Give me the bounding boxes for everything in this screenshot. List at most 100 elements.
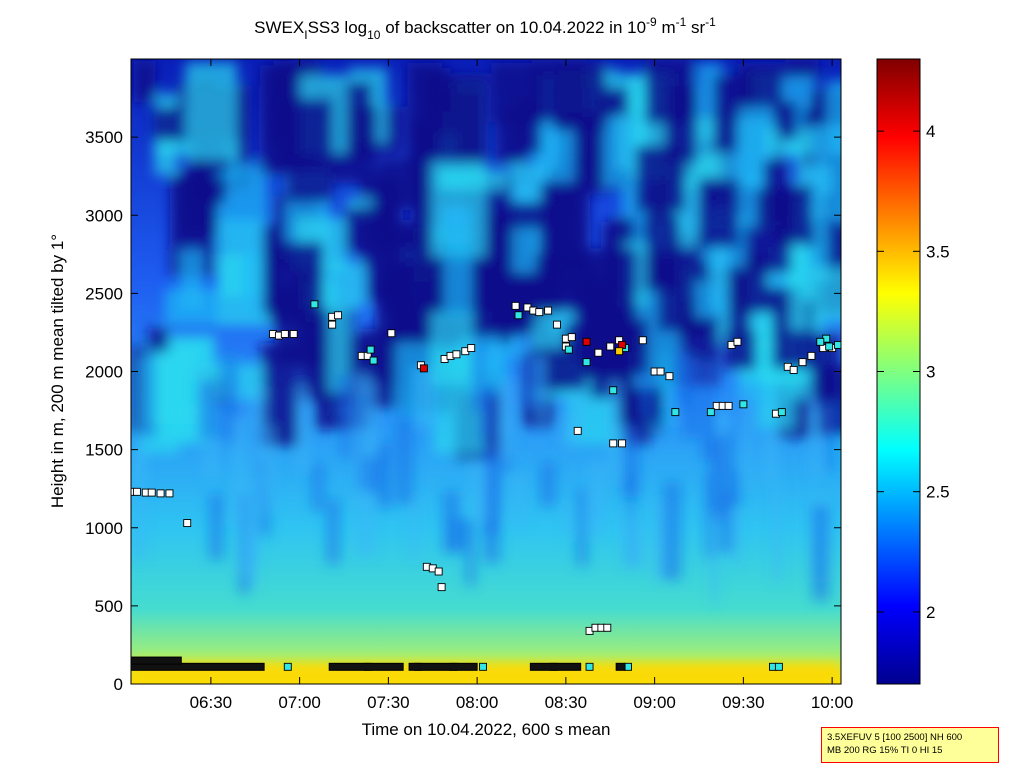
heatmap-streak [724, 470, 741, 506]
marker-white [807, 351, 816, 360]
heatmap-patch [185, 61, 238, 161]
marker-white [156, 489, 165, 498]
marker-white [638, 336, 647, 345]
plot-area [131, 59, 841, 684]
y-axis: 0 500 1000 1500 2000 2500 3000 3500 [85, 128, 841, 694]
heatmap-patch [829, 207, 841, 304]
heatmap-streak [365, 456, 381, 493]
heatmap-streak [828, 403, 837, 472]
marker-white [789, 365, 798, 374]
heatmap-streak [744, 381, 753, 488]
heatmap-patch [789, 243, 809, 331]
y-tick-label: 2000 [85, 363, 123, 382]
y-tick-label: 1500 [85, 441, 123, 460]
chart-title: SWEXISS3 log10 of backscatter on 10.04.2… [254, 15, 716, 42]
heatmap-patch [784, 59, 819, 82]
heatmap-patch [456, 90, 482, 162]
heatmap-streak [326, 498, 340, 565]
y-tick-label: 3000 [85, 206, 123, 225]
heatmap-patch [778, 100, 798, 140]
heatmap-streak [812, 505, 830, 601]
marker-cyan [585, 662, 594, 671]
x-tick-label: 07:30 [367, 693, 410, 712]
heatmap-patch [817, 364, 841, 436]
ground-layer [131, 662, 841, 684]
heatmap-streak [682, 358, 700, 438]
heatmap-patch [511, 186, 537, 274]
colorbar-tick-label: 3 [926, 363, 935, 382]
heatmap-patch [375, 185, 402, 231]
marker-cyan [582, 358, 591, 367]
colorbar-ticks: 2 2.5 3 3.5 4 [877, 122, 950, 622]
marker-cyan [479, 662, 487, 671]
parameter-line-2: MB 200 RG 15% TI 0 HI 15 [827, 745, 943, 756]
parameter-box: 3.5XEFUV 5 [100 2500] NH 600 MB 200 RG 1… [821, 727, 999, 763]
colorbar-tick-label: 2.5 [926, 483, 950, 502]
heatmap-streak [623, 509, 633, 565]
heatmap-streak [609, 380, 622, 481]
marker-white [567, 333, 576, 342]
x-tick-label: 09:30 [722, 693, 765, 712]
heatmap-patch [133, 60, 156, 103]
heatmap-streak [395, 410, 413, 505]
marker-white [280, 330, 289, 338]
heatmap-streak [565, 504, 573, 538]
heatmap-streak [499, 379, 515, 460]
marker-white [334, 311, 343, 320]
marker-white [467, 344, 476, 353]
x-tick-label: 06:30 [190, 693, 233, 712]
marker-dense-band [328, 662, 404, 671]
x-tick-label: 08:00 [456, 693, 499, 712]
x-tick-label: 07:00 [278, 693, 321, 712]
heatmap-streak [622, 425, 640, 497]
heatmap-streak [572, 389, 583, 440]
marker-white [553, 320, 561, 329]
heatmap-streak [297, 386, 308, 471]
heatmap-streak [811, 408, 820, 479]
marker-white [387, 329, 396, 338]
heatmap-streak [258, 493, 270, 537]
heatmap-patch [242, 244, 262, 315]
marker-cyan [816, 337, 825, 346]
heatmap-patch [268, 242, 324, 325]
heatmap-streak [576, 487, 588, 566]
heatmap-streak [131, 453, 145, 559]
marker-white [656, 367, 665, 376]
marker-red [582, 337, 591, 346]
marker-cyan [774, 662, 783, 671]
colorbar-tick-label: 3.5 [926, 242, 950, 261]
marker-red [419, 364, 428, 373]
y-tick-label: 2500 [85, 284, 123, 303]
x-axis-label: Time on 10.04.2022, 600 s mean [362, 720, 611, 739]
heatmap-patch [727, 267, 751, 338]
marker-dense-band [408, 662, 478, 671]
marker-cyan [671, 408, 680, 417]
marker-dense-band [529, 662, 582, 671]
marker-cyan [834, 340, 841, 349]
marker-white [535, 308, 544, 317]
heatmap-patch [148, 327, 169, 352]
heatmap-patch [178, 171, 218, 238]
heatmap-streak [561, 416, 574, 448]
heatmap-patch [552, 62, 606, 131]
heatmap-streak [663, 481, 681, 580]
marker-white [328, 320, 337, 329]
heatmap-patch [323, 261, 365, 309]
heatmap-streak [537, 355, 546, 422]
y-tick-label: 3500 [85, 128, 123, 147]
heatmap-streak [711, 511, 719, 604]
heatmap-streak [762, 433, 779, 483]
heatmap-streak [705, 472, 715, 558]
colorbar [876, 58, 921, 685]
heatmap-streak [199, 381, 217, 441]
heatmap-streak [337, 375, 353, 417]
heatmap-patch [694, 280, 729, 319]
heatmap-streak [142, 352, 153, 438]
heatmap-streak [471, 463, 489, 521]
heatmap-patch [423, 68, 451, 112]
heatmap-streak [731, 507, 739, 565]
marker-white [452, 350, 461, 359]
marker-cyan [609, 386, 618, 395]
y-tick-label: 1000 [85, 519, 123, 538]
